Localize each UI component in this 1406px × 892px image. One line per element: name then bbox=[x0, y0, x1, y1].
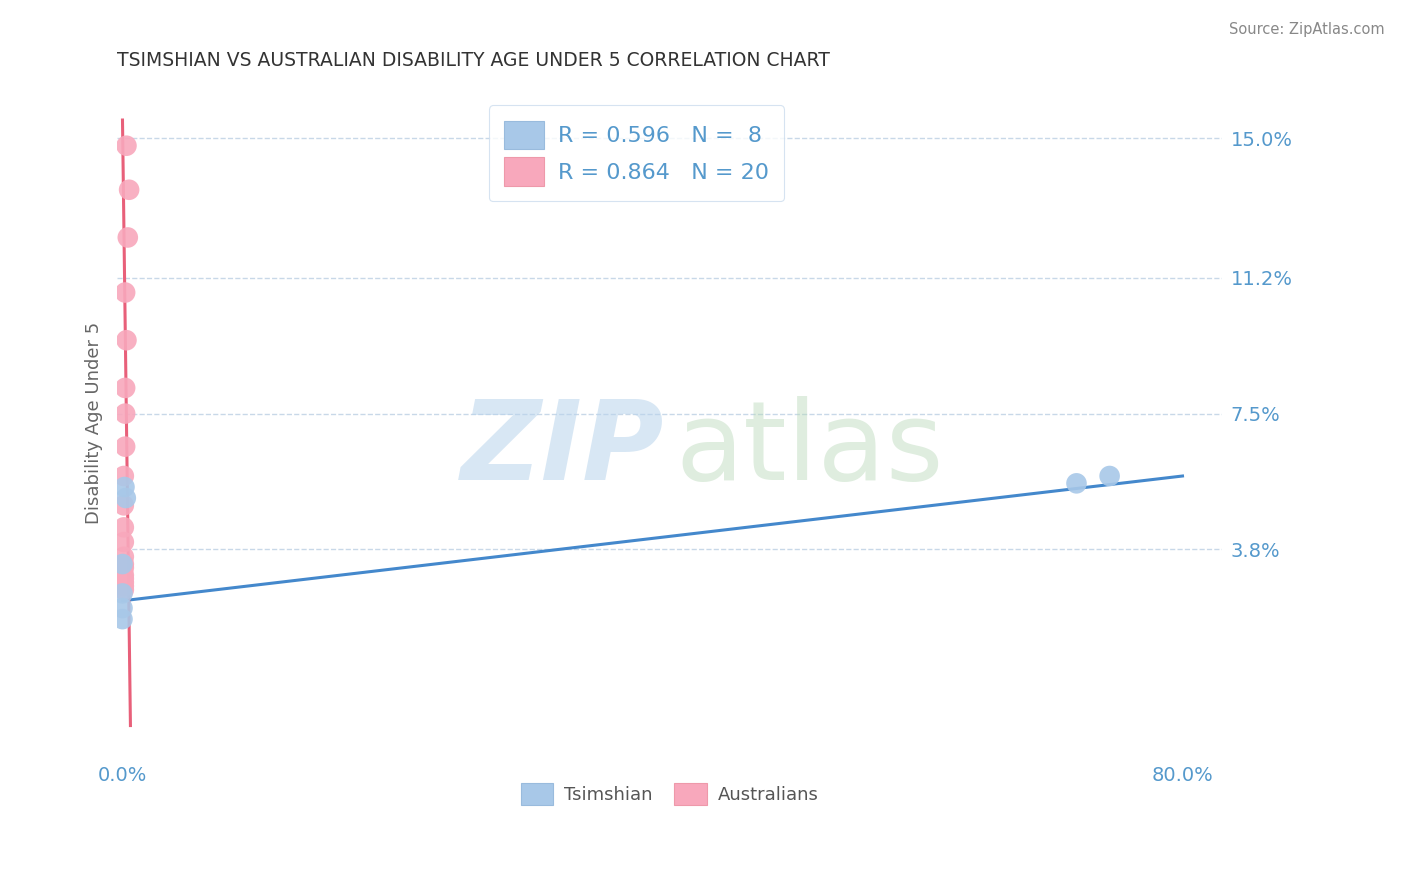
Text: TSIMSHIAN VS AUSTRALIAN DISABILITY AGE UNDER 5 CORRELATION CHART: TSIMSHIAN VS AUSTRALIAN DISABILITY AGE U… bbox=[117, 51, 830, 70]
Point bbox=[111, 557, 134, 571]
Text: ZIP: ZIP bbox=[461, 396, 664, 503]
Point bbox=[112, 499, 135, 513]
Text: atlas: atlas bbox=[675, 396, 943, 503]
Point bbox=[114, 491, 136, 505]
Point bbox=[1066, 476, 1088, 491]
Point bbox=[111, 601, 134, 615]
Point bbox=[112, 572, 135, 586]
Point bbox=[112, 557, 135, 571]
Point bbox=[115, 138, 138, 153]
Point bbox=[112, 582, 135, 597]
Point bbox=[112, 568, 135, 582]
Point bbox=[112, 535, 135, 549]
Point bbox=[117, 230, 139, 244]
Point bbox=[112, 560, 135, 574]
Point bbox=[112, 469, 135, 483]
Point bbox=[114, 480, 136, 494]
Point bbox=[115, 333, 138, 347]
Point bbox=[111, 612, 134, 626]
Point bbox=[114, 407, 136, 421]
Point bbox=[112, 579, 135, 593]
Point bbox=[1098, 469, 1121, 483]
Point bbox=[114, 285, 136, 300]
Point bbox=[114, 440, 136, 454]
Point bbox=[118, 183, 141, 197]
Point bbox=[114, 381, 136, 395]
Legend: Tsimshian, Australians: Tsimshian, Australians bbox=[513, 776, 825, 813]
Point bbox=[112, 575, 135, 590]
Y-axis label: Disability Age Under 5: Disability Age Under 5 bbox=[86, 322, 103, 524]
Point bbox=[112, 549, 135, 564]
Point bbox=[112, 520, 135, 534]
Text: Source: ZipAtlas.com: Source: ZipAtlas.com bbox=[1229, 22, 1385, 37]
Point bbox=[111, 586, 134, 600]
